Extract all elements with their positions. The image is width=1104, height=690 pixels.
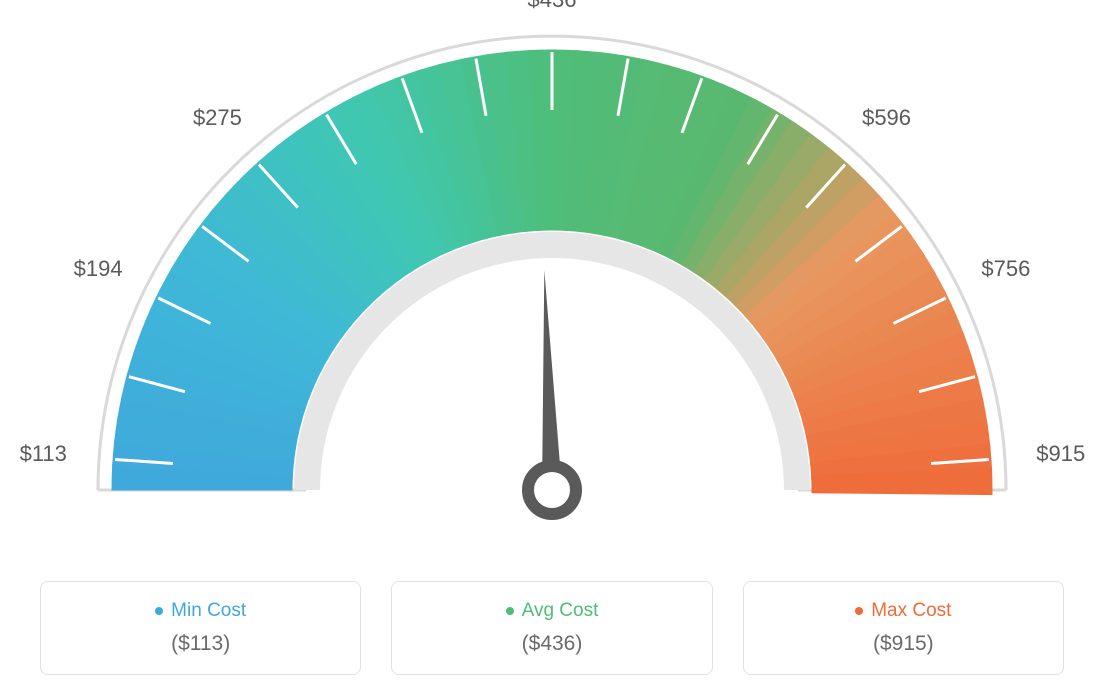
gauge-svg [0, 0, 1104, 560]
legend-value-min: ($113) [53, 632, 348, 656]
gauge-tick-label: $596 [862, 105, 911, 131]
gauge-tick-label: $194 [74, 256, 123, 282]
gauge-tick-label: $756 [981, 256, 1030, 282]
legend-value-max: ($915) [756, 632, 1051, 656]
legend-title-text: Min Cost [171, 600, 246, 622]
legend-card-avg: Avg Cost ($436) [391, 581, 712, 675]
gauge-tick-label: $275 [193, 105, 242, 131]
dot-icon [506, 607, 514, 615]
gauge-tick-label: $915 [1036, 441, 1085, 467]
legend-title-avg: Avg Cost [506, 600, 599, 622]
dot-icon [155, 607, 163, 615]
dot-icon [855, 607, 863, 615]
gauge-chart: $113 $194 $275 $436 $596 $756 $915 [0, 0, 1104, 560]
legend-title-text: Avg Cost [522, 600, 599, 622]
gauge-tick-label: $436 [528, 0, 577, 13]
legend-value-avg: ($436) [404, 632, 699, 656]
legend-title-max: Max Cost [855, 600, 951, 622]
legend-row: Min Cost ($113) Avg Cost ($436) Max Cost… [0, 581, 1104, 675]
legend-title-text: Max Cost [871, 600, 951, 622]
gauge-tick-label: $113 [20, 441, 67, 467]
legend-card-max: Max Cost ($915) [743, 581, 1064, 675]
legend-card-min: Min Cost ($113) [40, 581, 361, 675]
legend-title-min: Min Cost [155, 600, 246, 622]
